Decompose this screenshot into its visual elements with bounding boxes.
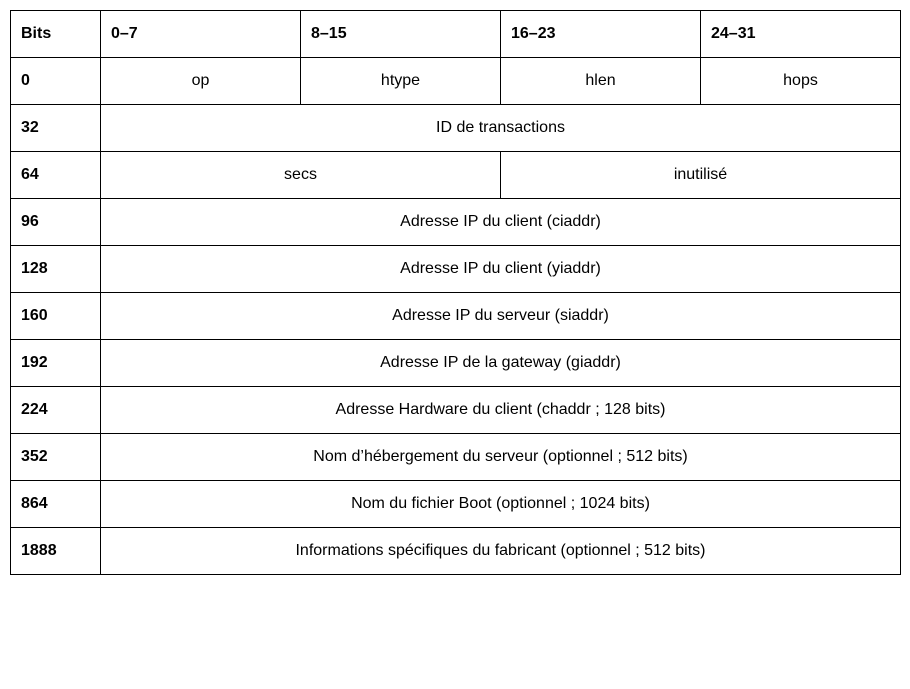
field-boot-file: Nom du fichier Boot (optionnel ; 1024 bi…	[101, 481, 901, 528]
table-row: 96 Adresse IP du client (ciaddr)	[11, 199, 901, 246]
table-row: 352 Nom d’hébergement du serveur (option…	[11, 434, 901, 481]
offset-label: 0	[11, 58, 101, 105]
table-row: 160 Adresse IP du serveur (siaddr)	[11, 293, 901, 340]
col-header-0-7: 0–7	[101, 11, 301, 58]
field-siaddr: Adresse IP du serveur (siaddr)	[101, 293, 901, 340]
field-secs: secs	[101, 152, 501, 199]
col-header-24-31: 24–31	[701, 11, 901, 58]
offset-label: 224	[11, 387, 101, 434]
field-hops: hops	[701, 58, 901, 105]
bits-header: Bits	[11, 11, 101, 58]
field-giaddr: Adresse IP de la gateway (giaddr)	[101, 340, 901, 387]
table-row: 32 ID de transactions	[11, 105, 901, 152]
col-header-16-23: 16–23	[501, 11, 701, 58]
col-header-8-15: 8–15	[301, 11, 501, 58]
table-row: 864 Nom du fichier Boot (optionnel ; 102…	[11, 481, 901, 528]
bootp-packet-table: Bits 0–7 8–15 16–23 24–31 0 op htype hle…	[10, 10, 901, 575]
offset-label: 160	[11, 293, 101, 340]
table-row: 192 Adresse IP de la gateway (giaddr)	[11, 340, 901, 387]
offset-label: 864	[11, 481, 101, 528]
offset-label: 1888	[11, 528, 101, 575]
field-transaction-id: ID de transactions	[101, 105, 901, 152]
field-vendor-info: Informations spécifiques du fabricant (o…	[101, 528, 901, 575]
table-row: 1888 Informations spécifiques du fabrica…	[11, 528, 901, 575]
field-server-name: Nom d’hébergement du serveur (optionnel …	[101, 434, 901, 481]
header-row: Bits 0–7 8–15 16–23 24–31	[11, 11, 901, 58]
field-htype: htype	[301, 58, 501, 105]
table-row: 64 secs inutilisé	[11, 152, 901, 199]
field-unused: inutilisé	[501, 152, 901, 199]
offset-label: 192	[11, 340, 101, 387]
field-ciaddr: Adresse IP du client (ciaddr)	[101, 199, 901, 246]
field-op: op	[101, 58, 301, 105]
offset-label: 64	[11, 152, 101, 199]
table-row: 0 op htype hlen hops	[11, 58, 901, 105]
field-yiaddr: Adresse IP du client (yiaddr)	[101, 246, 901, 293]
field-hlen: hlen	[501, 58, 701, 105]
offset-label: 128	[11, 246, 101, 293]
field-chaddr: Adresse Hardware du client (chaddr ; 128…	[101, 387, 901, 434]
table-row: 224 Adresse Hardware du client (chaddr ;…	[11, 387, 901, 434]
offset-label: 32	[11, 105, 101, 152]
offset-label: 352	[11, 434, 101, 481]
offset-label: 96	[11, 199, 101, 246]
table-row: 128 Adresse IP du client (yiaddr)	[11, 246, 901, 293]
